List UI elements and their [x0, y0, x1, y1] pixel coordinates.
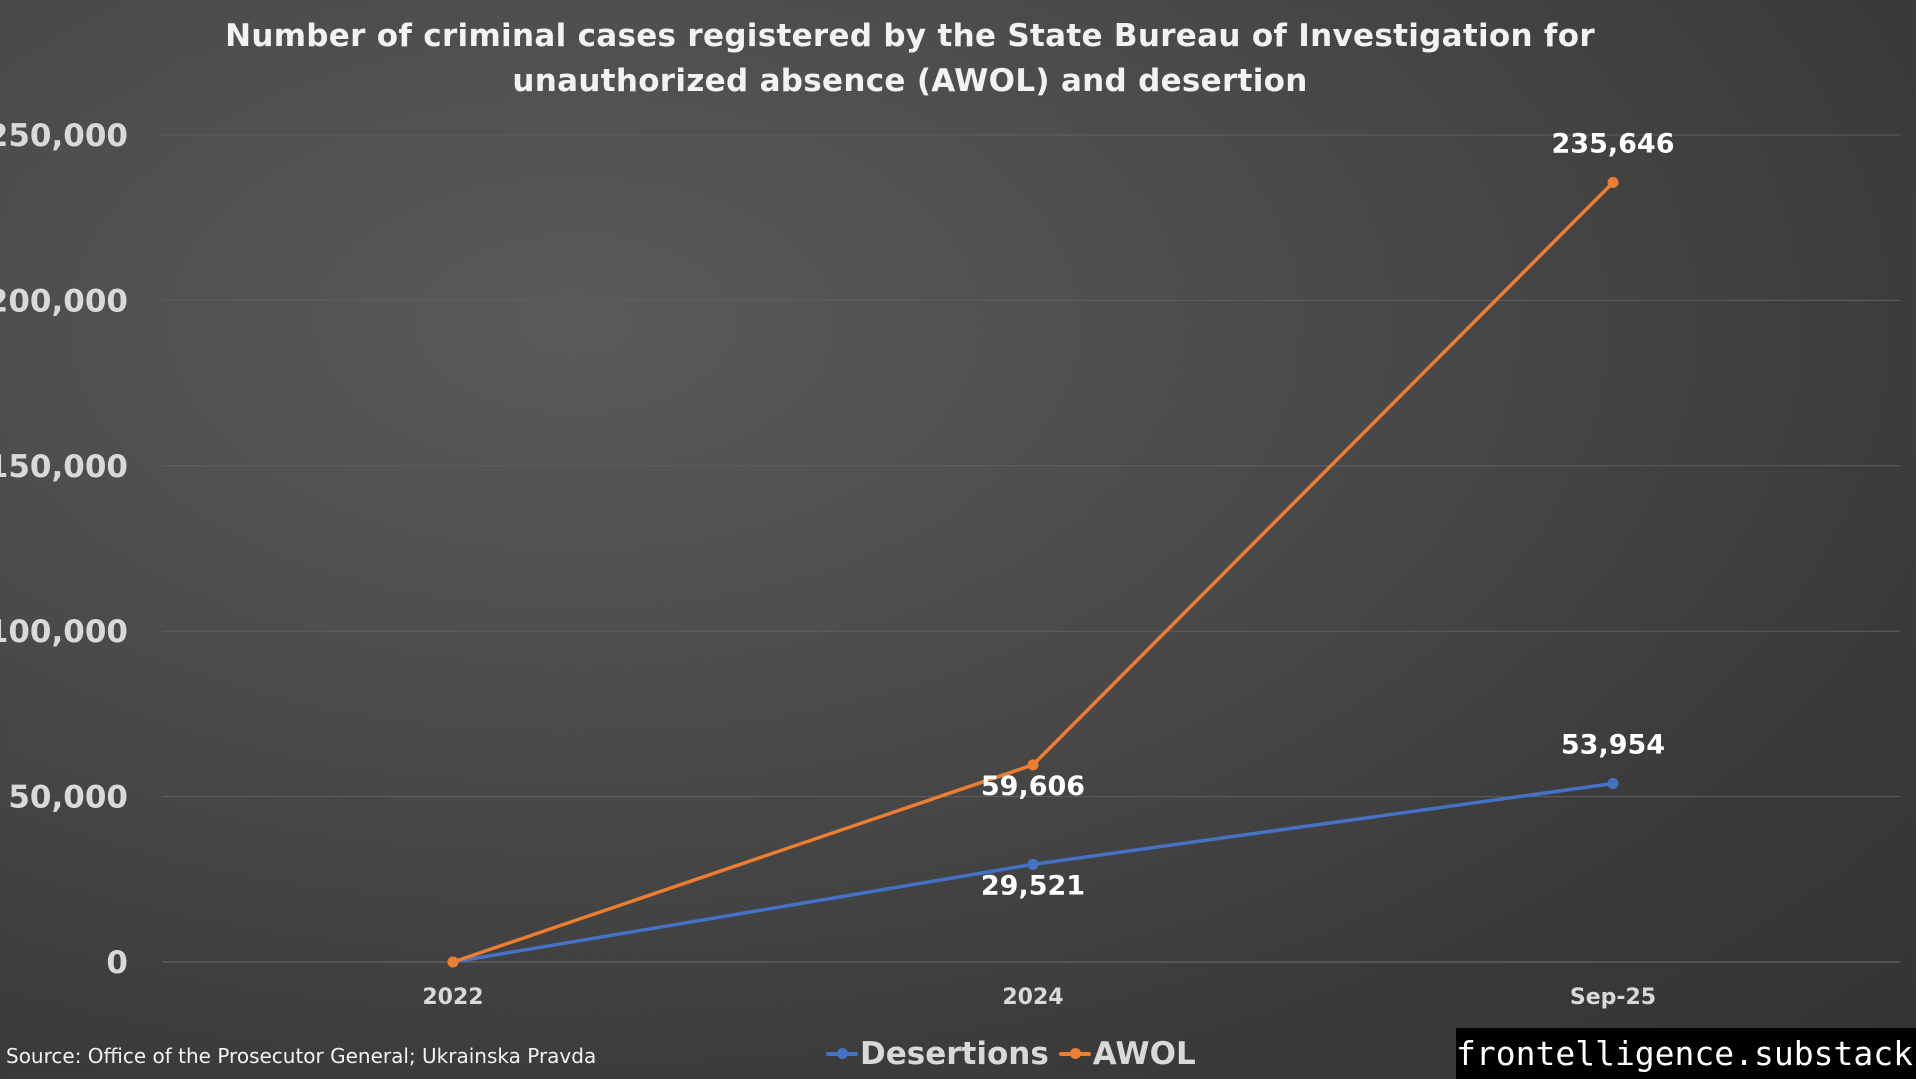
x-tick-label: 2024 [1002, 985, 1063, 1010]
x-tick-label: 2022 [422, 985, 483, 1010]
x-axis-ticks: 2022 2024 Sep-25 [422, 985, 1656, 1010]
y-tick-label: 100,000 [0, 614, 128, 650]
data-label: 59,606 [981, 771, 1085, 802]
legend: Desertions AWOL [826, 1036, 1196, 1072]
chart-title: Number of criminal cases registered by t… [225, 18, 1595, 99]
source-note: Source: Office of the Prosecutor General… [6, 1044, 597, 1068]
legend-item-desertions: Desertions [826, 1036, 1049, 1072]
y-tick-label: 50,000 [8, 780, 128, 816]
data-label: 29,521 [981, 870, 1085, 901]
legend-item-awol: AWOL [1058, 1036, 1196, 1072]
data-point [447, 956, 459, 968]
legend-swatch-awol [1058, 1048, 1091, 1059]
y-tick-label: 0 [106, 945, 128, 981]
brand-watermark: frontelligence.substack.com [1456, 1028, 1916, 1079]
data-point [1607, 176, 1619, 188]
data-labels: 29,521 53,954 59,606 235,646 [981, 128, 1675, 901]
series-lines [447, 176, 1619, 968]
y-tick-label: 150,000 [0, 449, 128, 485]
y-tick-label: 200,000 [0, 283, 128, 319]
data-point [1027, 858, 1039, 870]
legend-swatch-desertions [826, 1048, 858, 1059]
gridlines [162, 134, 1900, 963]
legend-label-awol: AWOL [1092, 1036, 1196, 1072]
y-axis-ticks: 0 50,000 100,000 150,000 200,000 250,000 [0, 118, 128, 981]
data-point [1607, 778, 1619, 790]
data-label: 235,646 [1552, 128, 1675, 159]
data-label: 53,954 [1561, 730, 1665, 761]
x-tick-label: Sep-25 [1570, 985, 1656, 1010]
y-tick-label: 250,000 [0, 118, 128, 154]
legend-label-desertions: Desertions [860, 1036, 1049, 1072]
data-point [1027, 759, 1039, 771]
series-line-awol [452, 181, 1615, 964]
